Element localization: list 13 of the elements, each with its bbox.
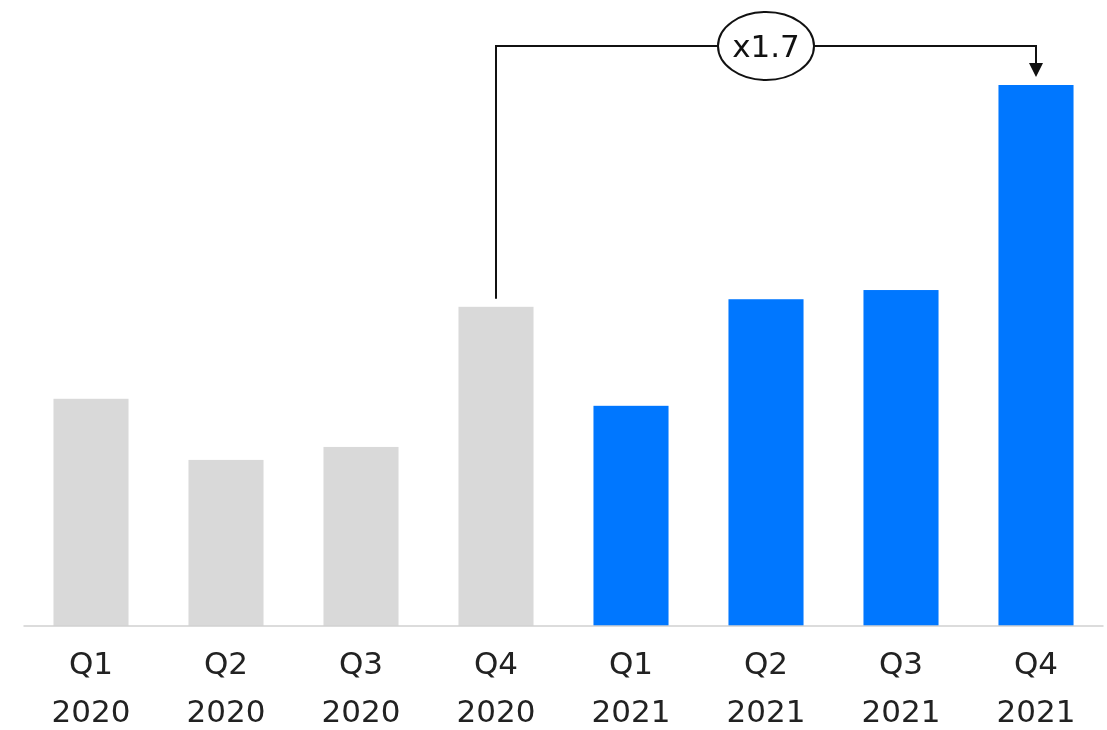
x-tick-label: Q4 2021	[996, 645, 1076, 729]
bar	[998, 85, 1074, 626]
x-tick-label: Q2 2020	[186, 645, 266, 729]
x-tick-label: Q2 2021	[726, 645, 806, 729]
bar	[728, 299, 804, 626]
x-tick-label: Q1 2021	[591, 645, 671, 729]
x-tick-label: Q3 2020	[321, 645, 401, 729]
bar	[863, 290, 939, 626]
x-tick-label: Q4 2020	[456, 645, 536, 729]
x-tick-label: Q1 2020	[51, 645, 131, 729]
bar	[593, 405, 669, 626]
text: x1.7	[732, 28, 800, 64]
x-tick-label: Q3 2021	[861, 645, 941, 729]
